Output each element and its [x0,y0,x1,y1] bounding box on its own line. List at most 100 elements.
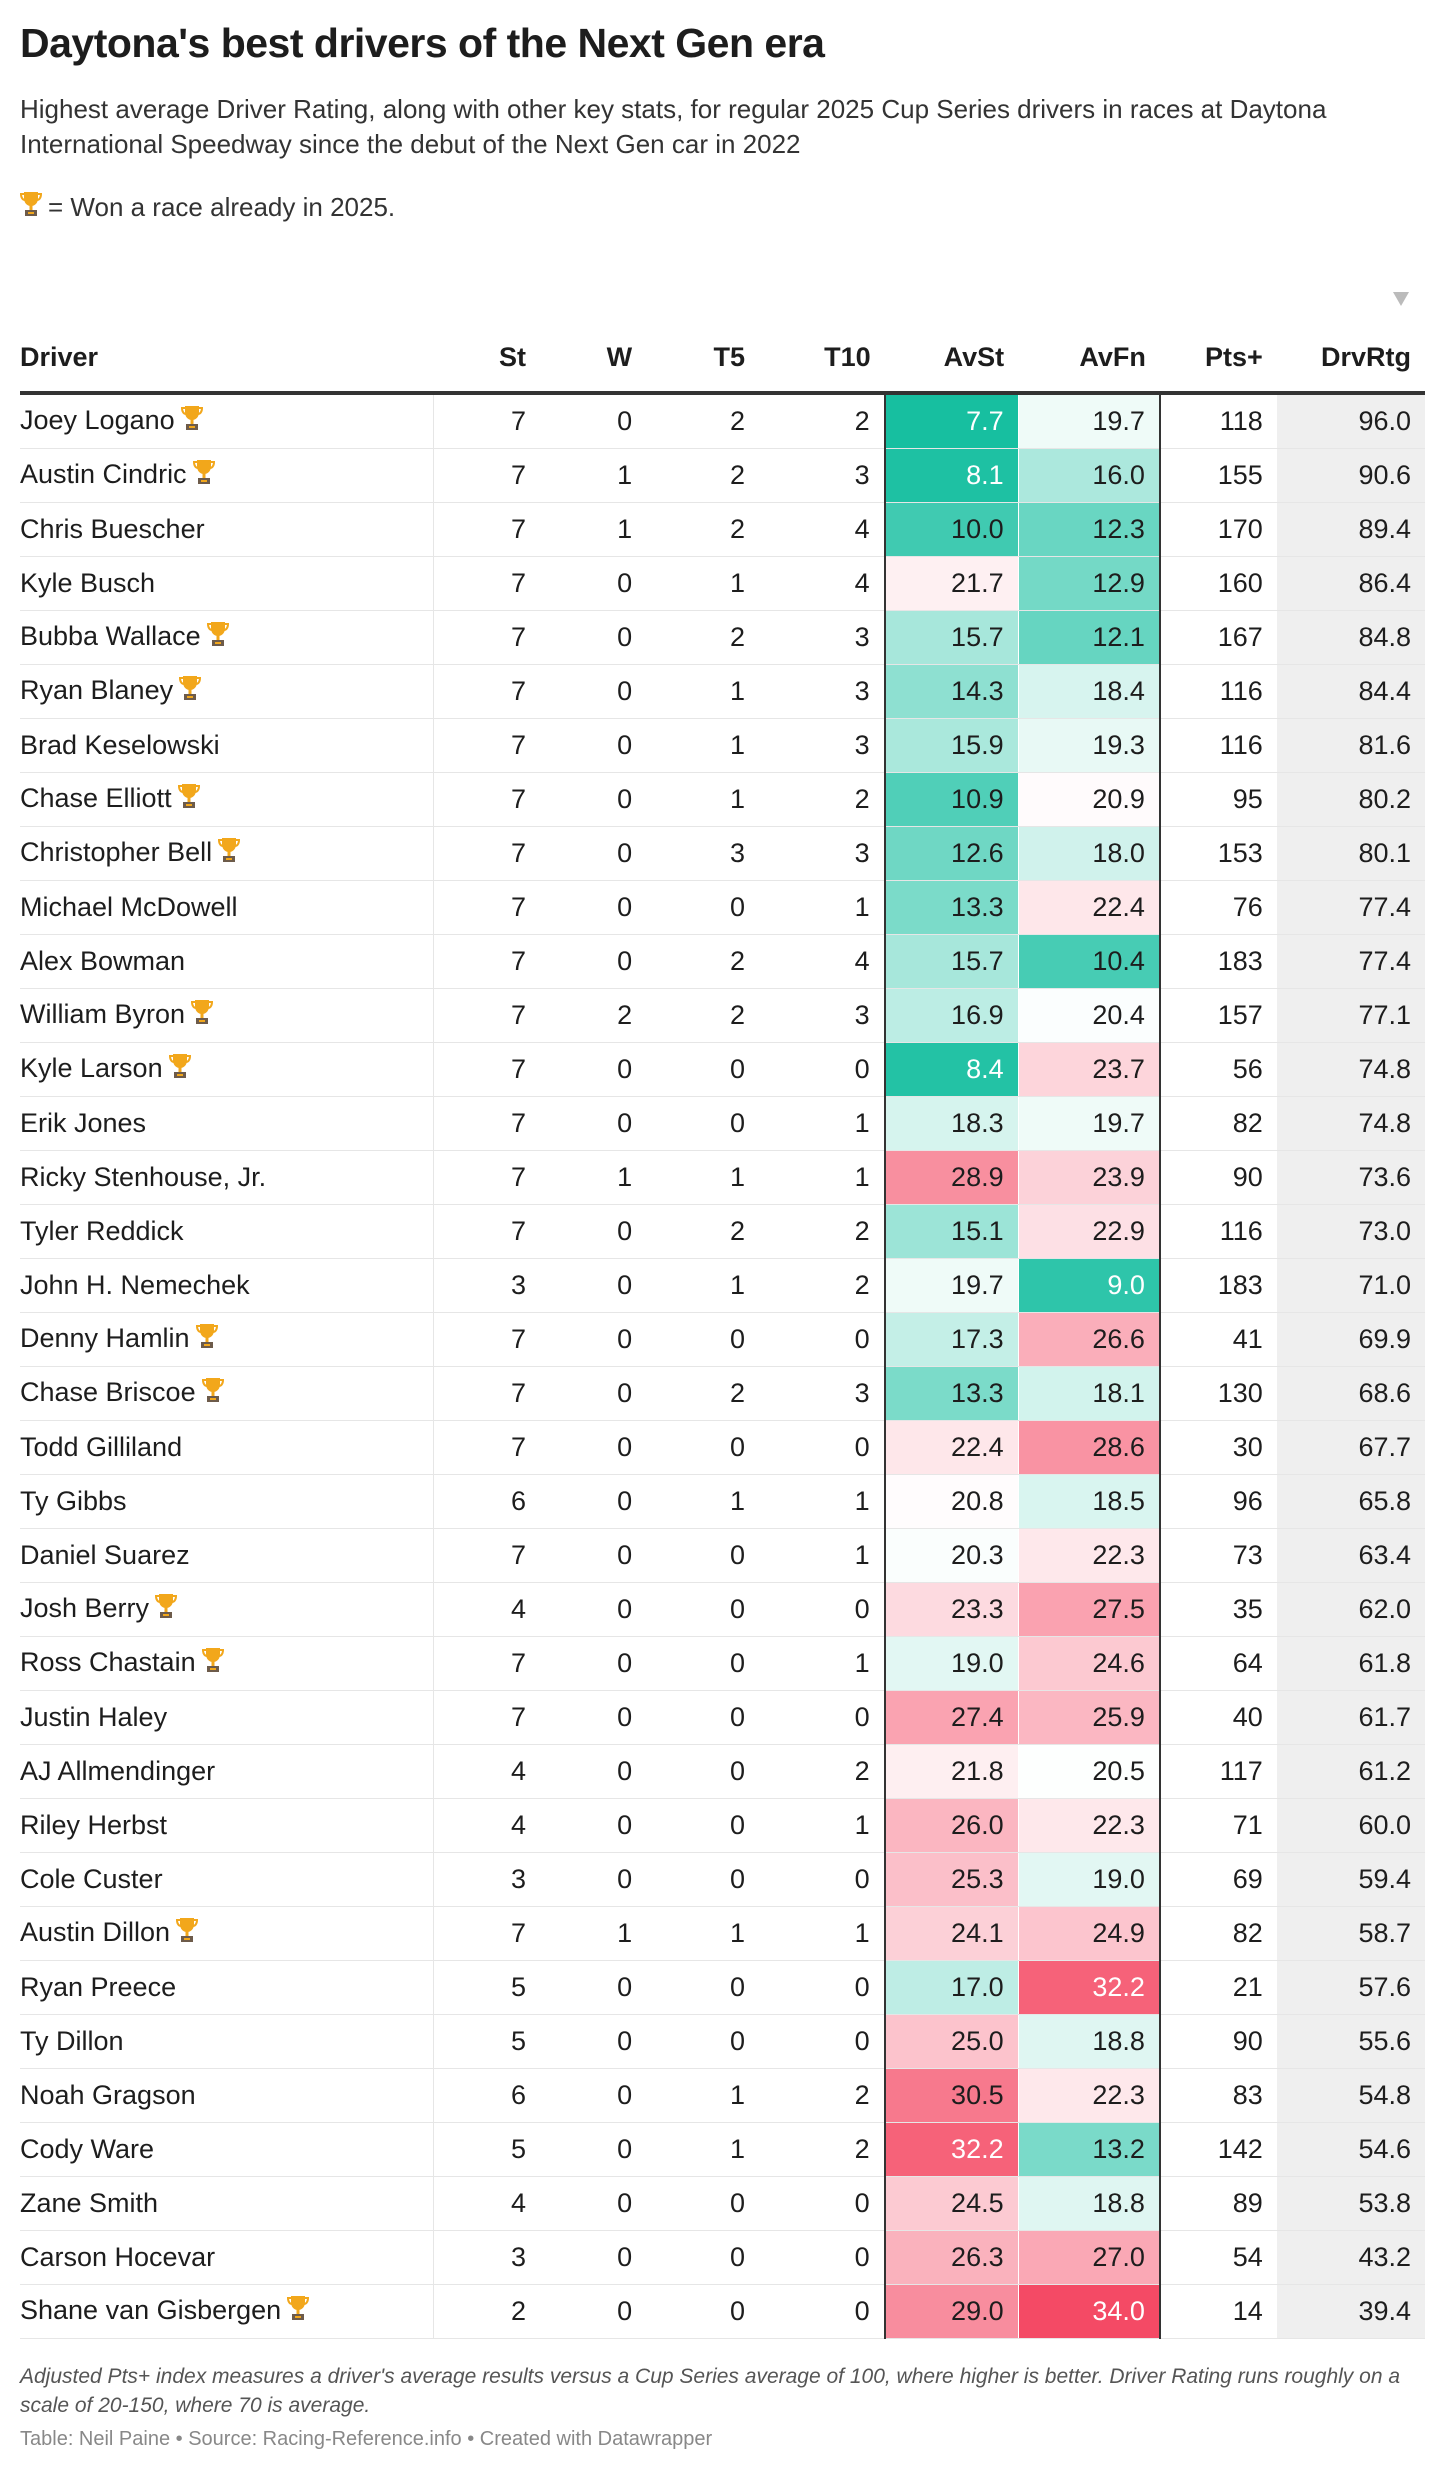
cell-pts: 117 [1159,1744,1277,1799]
cell-w: 0 [540,393,647,449]
column-header-pts[interactable]: Pts+ [1159,290,1277,395]
cell-value: 0 [617,1432,633,1462]
column-header-rtg[interactable]: DrvRtg [1276,290,1425,395]
cell-value: 7 [511,1648,527,1678]
cell-t10: 2 [759,772,885,827]
cell-w: 0 [540,772,647,827]
cell-value: 90 [1232,1162,1263,1192]
cell-value: 0 [617,1486,633,1516]
cell-st: 7 [433,664,541,719]
cell-rtg: 81.6 [1276,718,1425,773]
cell-avst: 24.5 [883,2176,1019,2231]
cell-value: 54.6 [1358,2134,1411,2164]
cell-pts: 155 [1159,448,1277,503]
cell-st: 7 [433,1150,541,1205]
cell-value: 2 [854,1756,870,1786]
cell-avfn: 18.0 [1018,826,1161,881]
column-header-t5[interactable]: T5 [646,290,760,395]
table-row: Erik Jones 7 0 0 1 18.3 19.7 82 74.8 [20,1096,1425,1151]
cell-value: 0 [617,2242,633,2272]
cell-rtg: 61.2 [1276,1744,1425,1799]
cell-value: 7 [511,1054,527,1084]
cell-value: 7 [511,460,527,490]
cell-avst: 25.3 [883,1852,1019,1907]
cell-driver: Justin Haley [20,1690,435,1745]
cell-value: 65.8 [1358,1486,1411,1516]
cell-st: 7 [433,1528,541,1583]
cell-value: 21.8 [951,1756,1004,1786]
cell-value: 2 [854,1270,870,1300]
notes: Adjusted Pts+ index measures a driver's … [20,2365,1401,2417]
cell-value: 21 [1232,1972,1263,2002]
column-header-w[interactable]: W [540,290,647,395]
table-row: Alex Bowman 7 0 2 4 15.7 10.4 183 77.4 [20,934,1425,989]
cell-avfn: 13.2 [1018,2122,1161,2177]
driver-name: Cody Ware [20,2134,155,2164]
cell-value: 116 [1219,1216,1263,1246]
cell-pts: 90 [1159,2014,1277,2069]
cell-value: 0 [617,2026,633,2056]
column-header-t10[interactable]: T10 [759,290,885,395]
cell-t5: 0 [646,1096,760,1151]
cell-value: 2 [729,1216,746,1246]
cell-rtg: 39.4 [1276,2284,1425,2339]
cell-avst: 10.0 [883,502,1019,557]
column-header-avfn[interactable]: AvFn [1018,290,1160,395]
cell-avfn: 20.9 [1018,772,1161,827]
cell-value: 1 [729,1270,746,1300]
cell-value: 0 [729,892,746,922]
cell-value: 18.4 [1092,676,1145,706]
cell-value: 1 [617,1162,633,1192]
cell-driver: Christopher Bell [20,826,435,881]
cell-t5: 1 [646,2068,760,2123]
cell-value: 53.8 [1358,2188,1411,2218]
cell-t5: 0 [646,1690,760,1745]
cell-t5: 2 [646,1204,760,1259]
cell-driver: Austin Dillon [20,1906,435,1961]
cell-rtg: 77.1 [1276,988,1425,1043]
cell-t5: 0 [646,880,760,935]
driver-name: Josh Berry [20,1593,150,1623]
cell-avfn: 9.0 [1018,1258,1161,1313]
cell-value: 25.0 [951,2026,1004,2056]
cell-value: 7 [511,676,527,706]
cell-value: 0 [854,1864,870,1894]
cell-pts: 82 [1159,1906,1277,1961]
cell-driver: Ty Dillon [20,2014,435,2069]
cell-t5: 2 [646,1366,760,1421]
cell-st: 7 [433,826,541,881]
cell-t5: 0 [646,1960,760,2015]
cell-rtg: 65.8 [1276,1474,1425,1529]
cell-value: 22.3 [1092,1540,1145,1570]
cell-value: 20.8 [951,1486,1004,1516]
cell-value: 2 [617,1000,633,1030]
cell-avfn: 18.8 [1018,2014,1161,2069]
cell-avst: 22.4 [883,1420,1019,1475]
cell-st: 7 [433,1042,541,1097]
column-header-avst[interactable]: AvSt [884,290,1019,395]
table-row: AJ Allmendinger 4 0 0 2 21.8 20.5 117 61.2 [20,1744,1425,1799]
cell-t10: 1 [759,1528,885,1583]
table-row: Ty Dillon 5 0 0 0 25.0 18.8 90 55.6 [20,2014,1425,2069]
cell-value: 7 [511,730,527,760]
driver-name: Carson Hocevar [20,2242,216,2272]
cell-avfn: 10.4 [1018,934,1161,989]
cell-pts: 14 [1159,2284,1277,2339]
column-header-st[interactable]: St [433,290,541,395]
cell-pts: 82 [1159,1096,1277,1151]
cell-value: 54 [1232,2242,1263,2272]
cell-avst: 8.1 [883,448,1019,503]
column-header-driver[interactable]: Driver [20,290,434,395]
cell-value: 0 [617,1324,633,1354]
cell-value: 6 [511,1486,527,1516]
cell-value: 4 [854,946,870,976]
cell-t10: 1 [759,1096,885,1151]
cell-rtg: 90.6 [1276,448,1425,503]
cell-value: 0 [617,1108,633,1138]
page-title: Daytona's best drivers of the Next Gen e… [20,20,825,66]
cell-avfn: 12.3 [1018,502,1161,557]
sort-descending-icon [1393,292,1409,306]
cell-rtg: 74.8 [1276,1042,1425,1097]
cell-value: 16.9 [951,1000,1004,1030]
driver-name: Ryan Blaney [20,675,174,705]
